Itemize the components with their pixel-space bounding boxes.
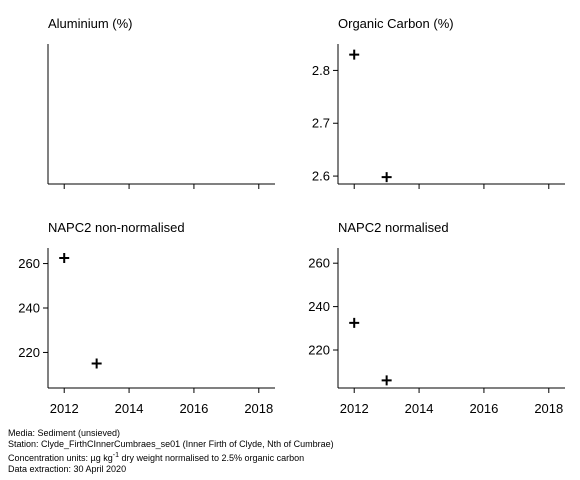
panel-title: Organic Carbon (%): [338, 16, 454, 31]
y-tick-label: 220: [18, 345, 40, 360]
panel-1: Aluminium (%): [47, 16, 275, 189]
data-point: [349, 49, 360, 60]
x-tick-label: 2012: [340, 401, 369, 416]
data-point: [381, 172, 392, 183]
y-tick-label: 2.6: [312, 169, 330, 184]
data-point: [59, 253, 70, 263]
y-tick-label: 220: [308, 343, 330, 358]
panel-title: Aluminium (%): [48, 16, 133, 31]
units-prefix: Concentration units: µg kg: [8, 453, 113, 463]
y-tick-label: 260: [18, 256, 40, 271]
station-note: Station: Clyde_FirthCInnerCumbraes_se01 …: [8, 439, 334, 449]
media-note: Media: Sediment (unsieved): [8, 428, 121, 438]
data-point: [91, 358, 102, 369]
panel-title: NAPC2 non-normalised: [48, 220, 185, 235]
extraction-note: Data extraction: 30 April 2020: [8, 464, 127, 474]
x-tick-label: 2018: [534, 401, 563, 416]
units-suffix: dry weight normalised to 2.5% organic ca…: [118, 453, 305, 463]
panel-4: NAPC2 normalised 2012 2014 2016 2018 220 240 26…: [308, 220, 565, 416]
units-note: Concentration units: µg kg-1 dry weight …: [8, 450, 334, 464]
data-point: [381, 375, 392, 386]
panel-2: Organic Carbon (%) 2.6 2.7 2.8: [312, 16, 565, 189]
x-tick-label: 2018: [244, 401, 273, 416]
units-superscript: -1: [112, 452, 119, 459]
chart-figure: Aluminium (%) Organic Carbon (%) 2.6 2.7 2.8…: [18, 16, 565, 416]
y-tick-label: 2.7: [312, 116, 330, 131]
x-tick-label: 2012: [50, 401, 79, 416]
y-tick-label: 260: [308, 256, 330, 271]
data-point: [349, 317, 360, 328]
x-tick-label: 2014: [405, 401, 434, 416]
x-tick-label: 2016: [179, 401, 208, 416]
y-tick-label: 2.8: [312, 63, 330, 78]
y-tick-label: 240: [308, 299, 330, 314]
x-tick-label: 2014: [115, 401, 144, 416]
chart-footer: Media: Sediment (unsieved) Station: Clyd…: [8, 428, 334, 475]
panel-3: NAPC2 non-normalised 2012 2014 2016 2018 220 2…: [18, 220, 275, 416]
y-tick-label: 240: [18, 301, 40, 316]
panel-title: NAPC2 normalised: [338, 220, 449, 235]
x-tick-label: 2016: [469, 401, 498, 416]
